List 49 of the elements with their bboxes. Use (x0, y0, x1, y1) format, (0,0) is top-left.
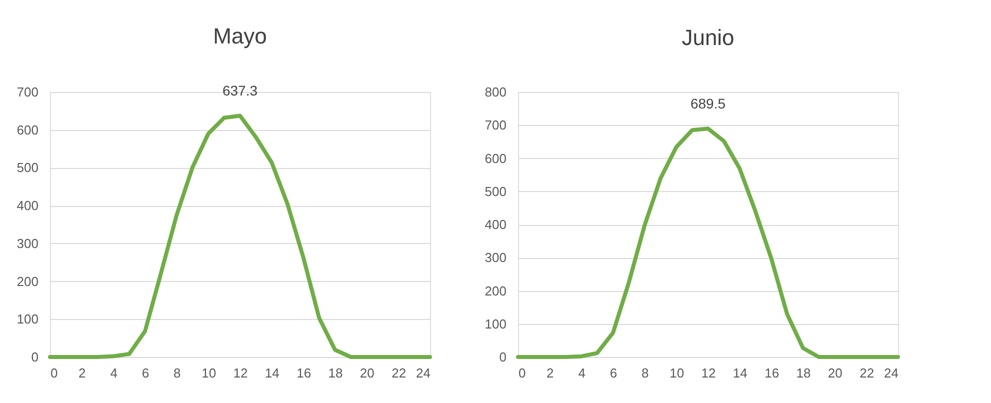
x-tick-label: 8 (642, 366, 649, 380)
y-tick-label: 400 (484, 217, 506, 232)
y-tick-label: 500 (16, 160, 38, 176)
y-tick-label: 700 (16, 84, 38, 100)
x-tick-label: 10 (202, 366, 216, 380)
x-tick-label: 14 (732, 366, 748, 380)
y-tick-label: 100 (16, 312, 38, 327)
x-tick-label: 2 (78, 366, 86, 380)
x-tick-label: 10 (670, 366, 684, 380)
x-tick-label: 16 (296, 366, 312, 380)
line-series (516, 126, 900, 359)
x-tick-label: 12 (233, 366, 248, 380)
x-tick-label: 0 (518, 366, 526, 380)
x-tick-label: 12 (701, 366, 716, 380)
x-tick-label: 20 (360, 366, 374, 380)
x-tick-label: 8 (174, 366, 181, 380)
y-tick-label: 300 (484, 250, 506, 266)
x-tick-label: 22 (860, 366, 874, 380)
x-tick-label: 0 (50, 366, 58, 380)
x-tick-label: 2 (546, 366, 554, 380)
y-tick-label: 700 (484, 118, 506, 133)
x-tick-label: 24 (884, 366, 898, 380)
x-tick-label: 4 (578, 366, 586, 380)
y-tick-label: 200 (16, 274, 38, 289)
y-tick-label: 400 (16, 198, 38, 214)
x-tick-label: 22 (392, 366, 406, 380)
chart-title: Junio (682, 25, 734, 50)
x-tick-label: 18 (796, 366, 811, 380)
x-tick-label: 16 (764, 366, 780, 380)
x-tick-label: 6 (142, 366, 150, 380)
x-tick-label: 20 (828, 366, 842, 380)
data-label: 689.5 (690, 96, 726, 112)
x-tick-label: 6 (610, 366, 618, 380)
y-tick-label: 200 (484, 283, 506, 298)
data-label: 637.3 (222, 82, 258, 99)
chart-title: Mayo (213, 24, 267, 49)
x-tick-label: 18 (328, 366, 343, 380)
y-tick-label: 800 (484, 84, 506, 100)
x-tick-label: 24 (416, 366, 430, 380)
y-tick-label: 500 (484, 184, 506, 199)
line-series (48, 114, 432, 359)
y-tick-label: 0 (31, 350, 38, 364)
x-tick-label: 4 (110, 366, 118, 380)
y-tick-label: 100 (484, 316, 506, 332)
y-tick-label: 300 (16, 236, 38, 251)
x-tick-label: 14 (264, 366, 280, 380)
y-tick-label: 600 (484, 150, 506, 166)
y-tick-label: 600 (16, 122, 38, 138)
y-tick-label: 0 (499, 350, 506, 364)
